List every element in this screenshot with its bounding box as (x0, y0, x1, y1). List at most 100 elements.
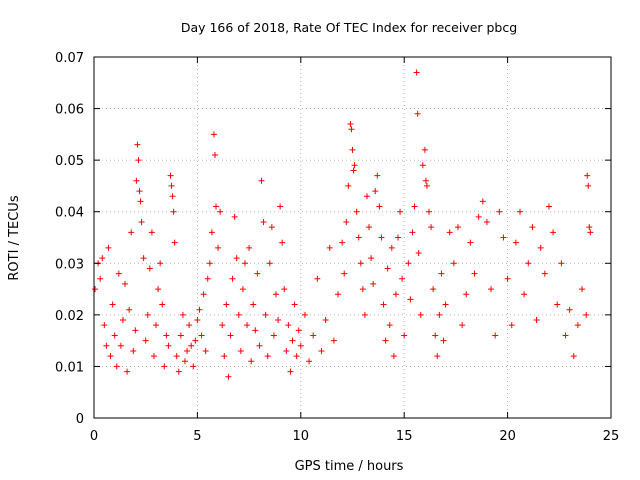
data-point (348, 126, 355, 133)
data-point (306, 358, 313, 365)
data-point (146, 265, 153, 272)
data-point (133, 177, 140, 184)
data-point (223, 301, 230, 308)
data-point (285, 322, 292, 329)
data-point (426, 208, 433, 215)
data-point (585, 182, 592, 189)
data-point (295, 327, 302, 334)
data-point (339, 239, 346, 246)
data-point (454, 224, 461, 231)
data-point (198, 332, 205, 339)
data-point (366, 224, 373, 231)
data-point (262, 311, 269, 318)
data-point (512, 239, 519, 246)
data-point (101, 322, 108, 329)
data-point (194, 317, 201, 324)
data-point (413, 69, 420, 76)
data-point (496, 208, 503, 215)
data-point (407, 296, 414, 303)
y-tick-label: 0.02 (55, 309, 84, 324)
data-point (277, 203, 284, 210)
data-point (310, 332, 317, 339)
data-point (471, 270, 478, 277)
data-point (117, 342, 124, 349)
data-point (423, 182, 430, 189)
y-tick-label: 0.05 (55, 154, 84, 169)
axis-ticks: 0 5 10 15 20 25 0 0.01 0.02 0.03 0.04 0.05 0.06 0.07 (55, 51, 619, 444)
data-point (450, 260, 457, 267)
data-point (442, 301, 449, 308)
data-point (363, 193, 370, 200)
y-tick-label: 0 (76, 412, 84, 427)
data-point (175, 368, 182, 375)
data-point (353, 208, 360, 215)
data-point (355, 234, 362, 241)
data-point (322, 317, 329, 324)
data-point (225, 373, 232, 380)
data-point (167, 172, 174, 179)
data-point (134, 141, 141, 148)
data-point (386, 322, 393, 329)
data-point (374, 172, 381, 179)
data-point (200, 291, 207, 298)
data-point (345, 182, 352, 189)
data-point (173, 353, 180, 360)
data-point (148, 229, 155, 236)
data-point (488, 286, 495, 293)
data-point (107, 353, 114, 360)
data-point (301, 311, 308, 318)
data-point (525, 260, 532, 267)
data-point (500, 234, 507, 241)
data-point (326, 244, 333, 251)
data-point (570, 353, 577, 360)
y-tick-label: 0.01 (55, 360, 84, 375)
data-point (521, 291, 528, 298)
data-point (405, 260, 412, 267)
y-tick-label: 0.04 (55, 206, 84, 221)
data-point (109, 301, 116, 308)
y-tick-label: 0.03 (55, 257, 84, 272)
data-point (440, 337, 447, 344)
data-point (562, 332, 569, 339)
data-point (350, 167, 357, 174)
data-point (135, 157, 142, 164)
data-point (186, 322, 193, 329)
data-point (171, 239, 178, 246)
data-point (266, 260, 273, 267)
data-point (105, 244, 112, 251)
data-point (475, 213, 482, 220)
data-point (430, 286, 437, 293)
data-point (537, 244, 544, 251)
chart-title: Day 166 of 2018, Rate Of TEC Index for r… (181, 20, 517, 35)
data-point (330, 337, 337, 344)
data-point (411, 203, 418, 210)
data-point (397, 208, 404, 215)
data-point (293, 353, 300, 360)
data-point (558, 260, 565, 267)
data-point (415, 249, 422, 256)
data-point (206, 260, 213, 267)
data-point (144, 311, 151, 318)
data-point (409, 229, 416, 236)
y-tick-label: 0.06 (55, 103, 84, 118)
data-point (272, 291, 279, 298)
y-tick-label: 0.07 (55, 51, 84, 66)
data-point (382, 337, 389, 344)
data-point (459, 322, 466, 329)
data-point (179, 311, 186, 318)
data-point (181, 358, 188, 365)
data-point (357, 260, 364, 267)
data-point (289, 337, 296, 344)
data-point (169, 193, 176, 200)
data-point (492, 332, 499, 339)
x-tick-label: 25 (603, 429, 620, 444)
data-point (268, 224, 275, 231)
data-point (291, 301, 298, 308)
data-point (579, 286, 586, 293)
data-point (529, 224, 536, 231)
data-point (113, 363, 120, 370)
data-point (211, 151, 218, 158)
data-point (479, 198, 486, 205)
data-point (399, 275, 406, 282)
data-point (372, 188, 379, 195)
